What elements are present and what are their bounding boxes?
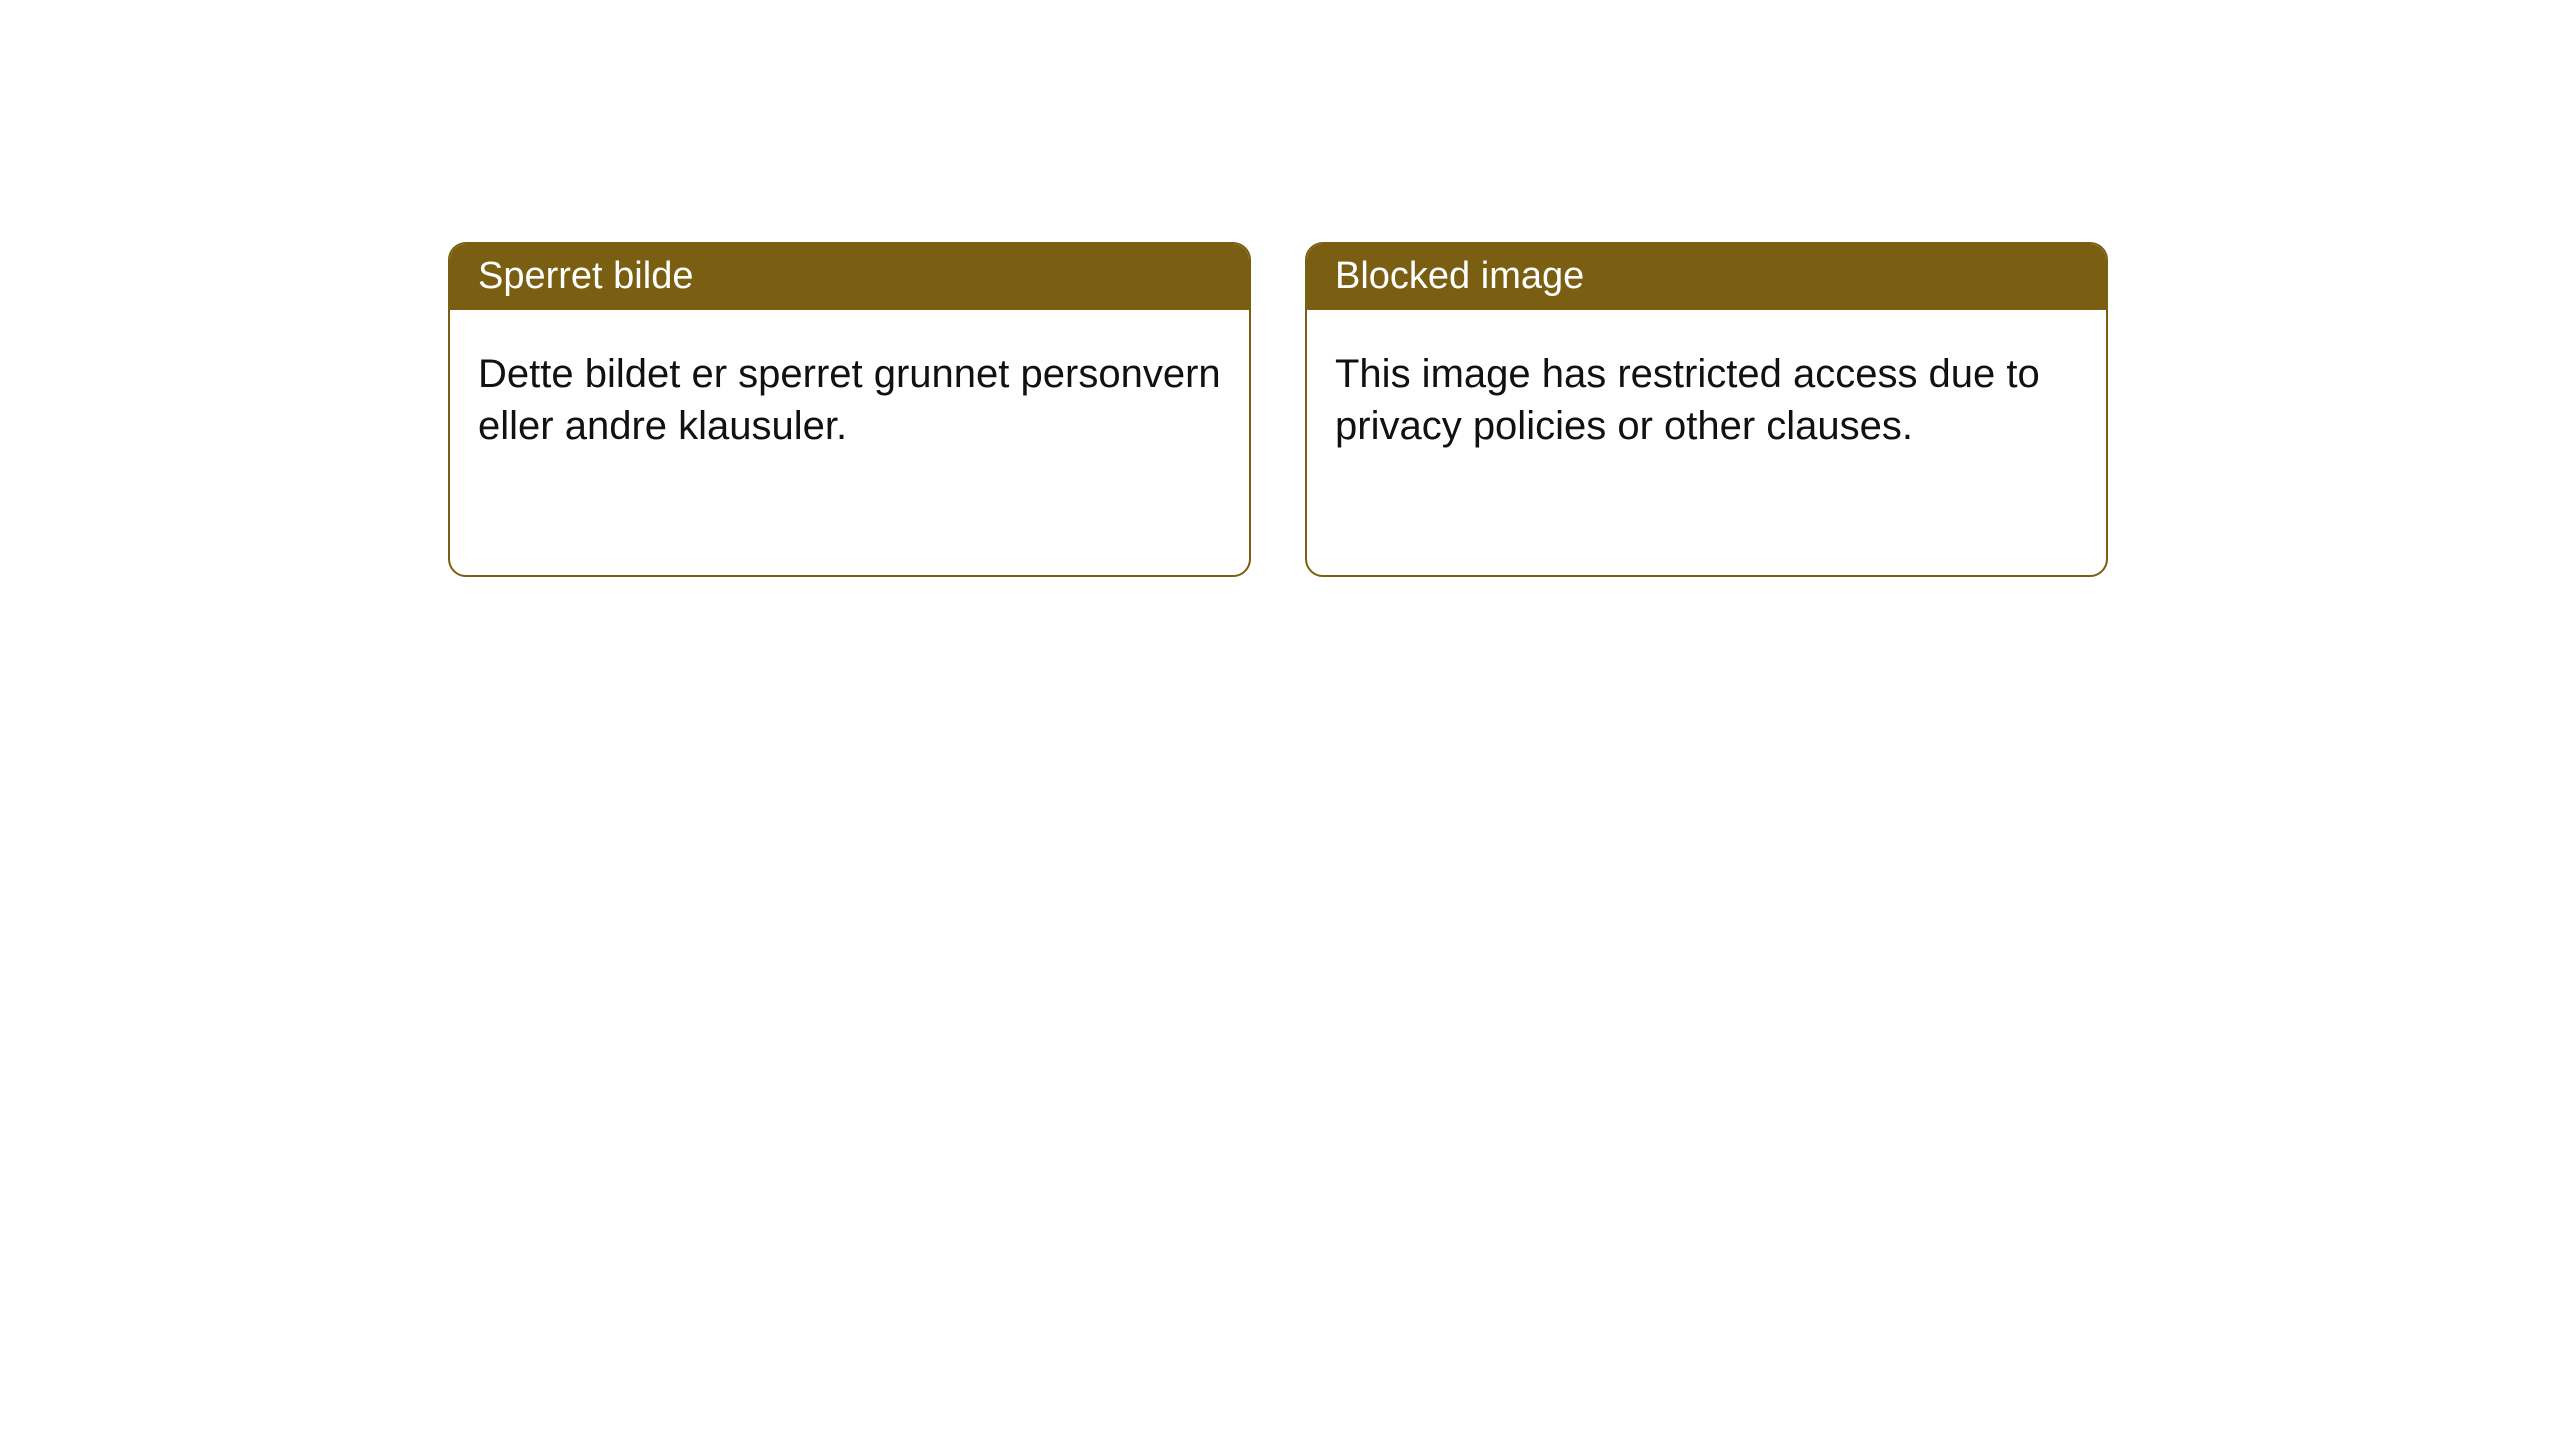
- card-body-norwegian: Dette bildet er sperret grunnet personve…: [450, 310, 1249, 480]
- card-body-english: This image has restricted access due to …: [1307, 310, 2106, 480]
- blocked-image-card-english: Blocked image This image has restricted …: [1305, 242, 2108, 577]
- card-header-norwegian: Sperret bilde: [450, 244, 1249, 310]
- notice-container: Sperret bilde Dette bildet er sperret gr…: [448, 242, 2108, 577]
- blocked-image-card-norwegian: Sperret bilde Dette bildet er sperret gr…: [448, 242, 1251, 577]
- card-header-english: Blocked image: [1307, 244, 2106, 310]
